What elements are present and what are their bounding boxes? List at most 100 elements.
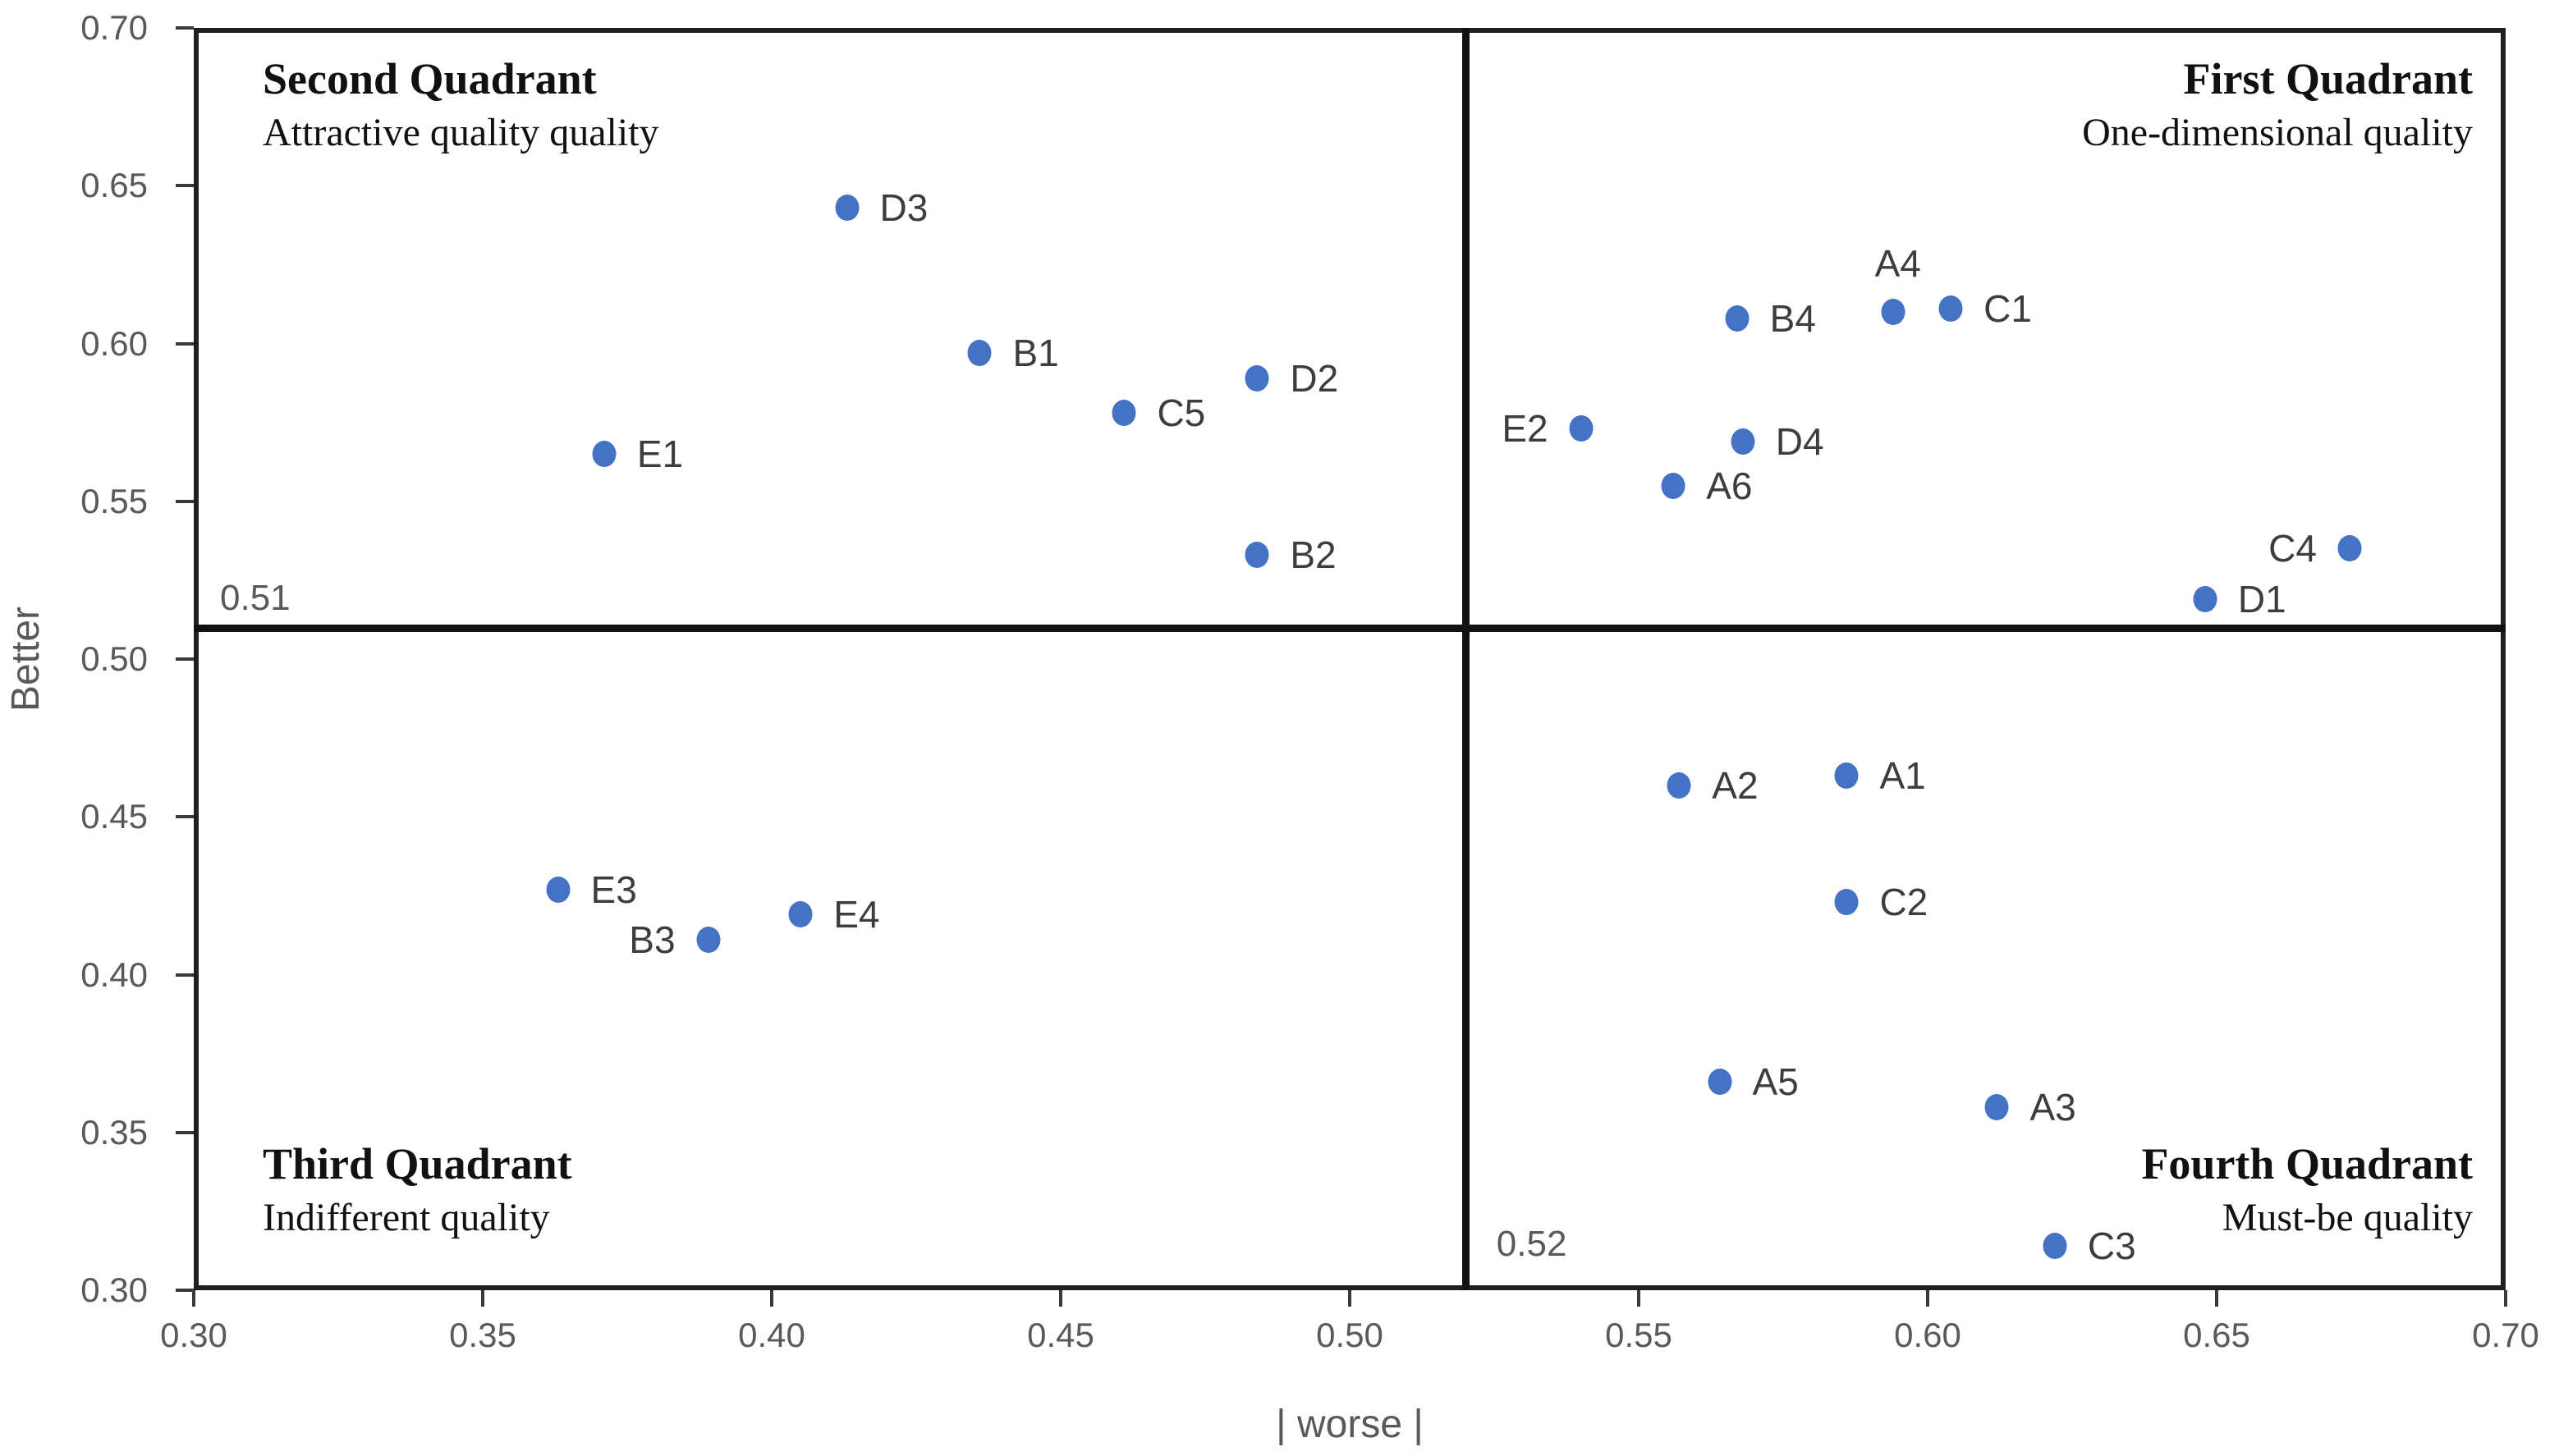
x-axis-tick bbox=[1348, 1290, 1351, 1307]
data-point-label-d2: D2 bbox=[1290, 356, 1339, 400]
third-quadrant-subtitle: Indifferent quality bbox=[263, 1196, 550, 1240]
data-point-d2 bbox=[1245, 364, 1269, 391]
x-axis-tick-label: 0.50 bbox=[1316, 1316, 1383, 1354]
data-point-e2 bbox=[1569, 415, 1594, 442]
data-point-c2 bbox=[1834, 889, 1859, 916]
first-quadrant-title: First Quadrant bbox=[2183, 54, 2473, 103]
x-axis-tick-label: 0.30 bbox=[160, 1316, 227, 1354]
data-point-c3 bbox=[2043, 1233, 2067, 1260]
data-point-label-e3: E3 bbox=[590, 868, 637, 911]
y-axis-tick bbox=[176, 184, 194, 188]
data-point-c1 bbox=[1938, 295, 1963, 323]
data-point-label-d3: D3 bbox=[879, 186, 929, 230]
data-point-label-a3: A3 bbox=[2029, 1085, 2076, 1129]
data-point-d4 bbox=[1731, 428, 1755, 455]
y-axis-tick-label: 0.55 bbox=[80, 481, 148, 520]
y-axis-tick bbox=[176, 1130, 194, 1134]
second-quadrant-label: Second Quadrant Attractive quality quali… bbox=[263, 51, 659, 158]
vertical-quadrant-divider bbox=[1461, 28, 1470, 1290]
x-axis-tick-label: 0.45 bbox=[1027, 1316, 1094, 1354]
divider-x-value-label: 0.52 bbox=[1496, 1224, 1567, 1264]
third-quadrant-title: Third Quadrant bbox=[263, 1139, 572, 1188]
data-point-label-a6: A6 bbox=[1706, 464, 1753, 507]
x-axis-tick bbox=[770, 1290, 773, 1307]
fourth-quadrant-subtitle: Must-be quality bbox=[2222, 1196, 2473, 1240]
data-point-label-c3: C3 bbox=[2087, 1225, 2136, 1268]
data-point-e3 bbox=[546, 876, 571, 903]
data-point-label-b4: B4 bbox=[1769, 296, 1816, 340]
y-axis-tick bbox=[176, 499, 194, 503]
horizontal-quadrant-divider bbox=[194, 624, 2506, 632]
data-point-b3 bbox=[696, 927, 721, 954]
data-point-label-c5: C5 bbox=[1157, 391, 1206, 435]
x-axis-title: | worse | bbox=[1276, 1403, 1424, 1446]
fourth-quadrant-title: Fourth Quadrant bbox=[2141, 1139, 2473, 1188]
y-axis-tick-label: 0.40 bbox=[80, 955, 148, 994]
data-point-label-e1: E1 bbox=[636, 433, 684, 476]
x-axis-tick-label: 0.60 bbox=[1894, 1316, 1961, 1354]
data-point-label-d1: D1 bbox=[2237, 577, 2286, 620]
data-point-c4 bbox=[2337, 535, 2362, 562]
data-point-d1 bbox=[2193, 585, 2217, 612]
data-point-c5 bbox=[1112, 400, 1136, 427]
second-quadrant-subtitle: Attractive quality quality bbox=[263, 111, 659, 155]
first-quadrant-subtitle: One-dimensional quality bbox=[2082, 111, 2473, 155]
data-point-label-b2: B2 bbox=[1290, 533, 1337, 577]
x-axis-tick bbox=[1637, 1290, 1640, 1307]
data-point-a6 bbox=[1661, 472, 1685, 499]
data-point-d3 bbox=[835, 195, 860, 222]
x-axis-tick bbox=[192, 1290, 195, 1307]
third-quadrant-label: Third Quadrant Indifferent quality bbox=[263, 1136, 572, 1243]
y-axis-tick bbox=[176, 1289, 194, 1292]
x-axis-tick-label: 0.55 bbox=[1605, 1316, 1672, 1354]
data-point-e1 bbox=[592, 441, 617, 468]
y-axis-tick bbox=[176, 26, 194, 30]
y-axis-tick-label: 0.60 bbox=[80, 323, 148, 363]
data-point-label-a4: A4 bbox=[1874, 242, 1921, 286]
data-point-a5 bbox=[1708, 1069, 1732, 1096]
data-point-label-a1: A1 bbox=[1879, 754, 1926, 798]
data-point-e4 bbox=[788, 901, 813, 928]
data-point-label-b1: B1 bbox=[1012, 332, 1059, 375]
x-axis-tick bbox=[2504, 1290, 2507, 1307]
plot-area bbox=[194, 28, 2506, 1290]
data-point-b1 bbox=[967, 340, 992, 367]
y-axis-tick bbox=[176, 973, 194, 977]
y-axis-tick-label: 0.70 bbox=[80, 8, 148, 47]
y-axis-tick bbox=[176, 815, 194, 819]
data-point-label-e4: E4 bbox=[833, 893, 880, 936]
y-axis-tick bbox=[176, 341, 194, 346]
data-point-a2 bbox=[1667, 771, 1691, 799]
data-point-label-a5: A5 bbox=[1752, 1060, 1799, 1104]
second-quadrant-title: Second Quadrant bbox=[263, 54, 597, 103]
y-axis-tick-label: 0.50 bbox=[80, 639, 148, 678]
first-quadrant-label: First Quadrant One-dimensional quality bbox=[2082, 51, 2473, 158]
data-point-label-d4: D4 bbox=[1775, 419, 1824, 463]
x-axis-tick bbox=[2215, 1290, 2218, 1307]
data-point-a4 bbox=[1881, 299, 1905, 326]
data-point-a3 bbox=[1984, 1093, 2009, 1120]
fourth-quadrant-label: Fourth Quadrant Must-be quality bbox=[2141, 1136, 2473, 1243]
data-point-a1 bbox=[1834, 762, 1859, 790]
data-point-label-e2: E2 bbox=[1502, 407, 1548, 451]
x-axis-tick-label: 0.65 bbox=[2183, 1316, 2250, 1354]
data-point-label-b3: B3 bbox=[629, 918, 676, 962]
x-axis-tick-label: 0.35 bbox=[449, 1316, 516, 1354]
data-point-label-c1: C1 bbox=[1983, 287, 2032, 331]
x-axis-tick-label: 0.40 bbox=[738, 1316, 805, 1354]
data-point-b2 bbox=[1245, 542, 1269, 569]
x-axis-tick bbox=[1059, 1290, 1062, 1307]
divider-y-value-label: 0.51 bbox=[220, 577, 291, 618]
y-axis-tick-label: 0.35 bbox=[80, 1112, 148, 1152]
data-point-b4 bbox=[1725, 304, 1750, 332]
y-axis-tick-label: 0.30 bbox=[80, 1271, 148, 1309]
y-axis-tick-label: 0.65 bbox=[80, 166, 148, 205]
x-axis-tick bbox=[1926, 1290, 1929, 1307]
y-axis-tick-label: 0.45 bbox=[80, 797, 148, 836]
data-point-label-c4: C4 bbox=[2268, 527, 2317, 570]
x-axis-tick-label: 0.70 bbox=[2472, 1316, 2539, 1354]
data-point-label-a2: A2 bbox=[1712, 763, 1759, 807]
x-axis-tick bbox=[481, 1290, 484, 1307]
data-point-label-c2: C2 bbox=[1879, 881, 1928, 924]
